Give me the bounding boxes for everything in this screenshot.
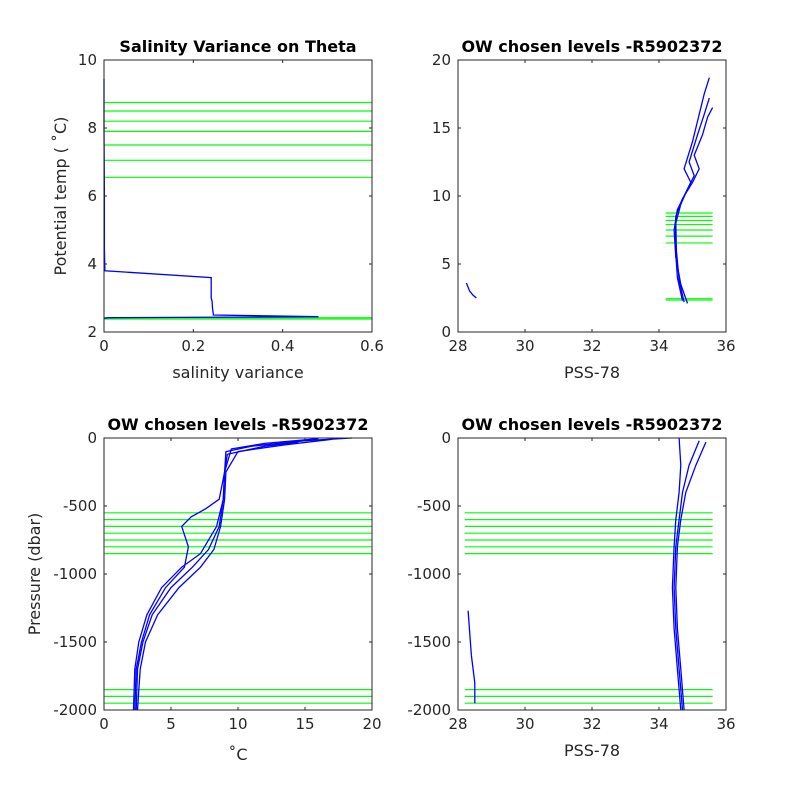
x-tick-label: 0.4 <box>271 337 295 355</box>
panel-1-ticks: 0 0.2 0.4 0.6 2 4 6 8 10 <box>78 51 384 355</box>
panel-temperature-pressure: 0 5 10 15 20 -2000 -1500 -1000 -500 0 OW chosen l… <box>25 415 382 764</box>
y-tick-label: 0 <box>441 323 451 341</box>
profile-line <box>132 437 352 711</box>
panel-4-xlabel: PSS-78 <box>564 741 620 760</box>
x-tick-label: 10 <box>228 715 247 733</box>
panel-2-title: OW chosen levels -R5902372 <box>461 37 722 56</box>
y-tick-label: -1000 <box>407 565 451 583</box>
y-tick-label: -2000 <box>407 701 451 719</box>
panel-4-title: OW chosen levels -R5902372 <box>461 415 722 434</box>
panel-salinity-variance: 0 0.2 0.4 0.6 2 4 6 8 10 Salinity Variance on Th… <box>51 37 384 382</box>
profile-line <box>675 441 707 711</box>
panel-4-ticks: 28 30 32 34 36 -2000 -1500 -1000 -500 0 <box>407 429 735 733</box>
x-tick-label: 5 <box>166 715 176 733</box>
x-tick-label: 0.6 <box>360 337 384 355</box>
y-tick-label: 5 <box>441 255 451 273</box>
y-tick-label: -1500 <box>53 633 97 651</box>
y-tick-label: 10 <box>432 187 451 205</box>
panel-1-ylabel: Potential temp ( ˚C) <box>51 117 70 276</box>
panel-theta-salinity: 28 30 32 34 36 0 5 10 15 20 OW chosen levels -R59… <box>432 37 736 382</box>
profile-line <box>673 440 700 711</box>
panel-1-marks <box>103 78 372 320</box>
x-tick-label: 30 <box>515 715 534 733</box>
panel-2-ticks: 28 30 32 34 36 0 5 10 15 20 <box>432 51 736 355</box>
panel-3-ticks: 0 5 10 15 20 -2000 -1500 -1000 -500 0 <box>53 429 381 733</box>
panel-1-xlabel: salinity variance <box>172 363 303 382</box>
profile-line <box>674 107 714 301</box>
x-tick-label: 36 <box>716 337 735 355</box>
x-tick-label: 34 <box>649 715 668 733</box>
profile-line <box>675 97 710 303</box>
x-tick-label: 32 <box>582 337 601 355</box>
y-tick-label: 10 <box>78 51 97 69</box>
y-tick-label: -2000 <box>53 701 97 719</box>
x-tick-label: 0.2 <box>181 337 205 355</box>
profile-line <box>467 610 476 704</box>
y-tick-label: -500 <box>417 497 451 515</box>
x-tick-label: 36 <box>716 715 735 733</box>
panel-2-xlabel: PSS-78 <box>564 363 620 382</box>
y-tick-label: 20 <box>432 51 451 69</box>
panel-salinity-pressure: 28 30 32 34 36 -2000 -1500 -1000 -500 0 OW chosen… <box>407 415 735 760</box>
y-tick-label: 0 <box>441 429 451 447</box>
y-tick-label: -1000 <box>53 565 97 583</box>
panel-1-title: Salinity Variance on Theta <box>119 37 356 56</box>
x-tick-label: 15 <box>295 715 314 733</box>
profile-line <box>465 282 477 299</box>
x-tick-label: 0 <box>99 337 109 355</box>
profile-line <box>671 437 682 711</box>
panel-3-xlabel: ˚C <box>228 745 247 764</box>
panel-3-marks <box>104 437 372 711</box>
x-tick-label: 30 <box>515 337 534 355</box>
x-tick-label: 32 <box>582 715 601 733</box>
x-tick-label: 28 <box>448 715 467 733</box>
x-tick-label: 20 <box>362 715 381 733</box>
y-tick-label: 0 <box>87 429 97 447</box>
x-tick-label: 28 <box>448 337 467 355</box>
panel-3-title: OW chosen levels -R5902372 <box>107 415 368 434</box>
profile-line <box>134 441 299 711</box>
y-tick-label: 6 <box>87 187 97 205</box>
y-tick-label: 2 <box>87 323 97 341</box>
y-tick-label: -1500 <box>407 633 451 651</box>
x-tick-label: 0 <box>99 715 109 733</box>
y-tick-label: -500 <box>63 497 97 515</box>
y-tick-label: 4 <box>87 255 97 273</box>
panel-3-ylabel: Pressure (dbar) <box>25 513 44 636</box>
y-tick-label: 15 <box>432 119 451 137</box>
y-tick-label: 8 <box>87 119 97 137</box>
panel-4-marks <box>464 437 713 711</box>
x-tick-label: 34 <box>649 337 668 355</box>
panel-2-marks <box>465 77 714 304</box>
profile-line <box>135 438 319 711</box>
